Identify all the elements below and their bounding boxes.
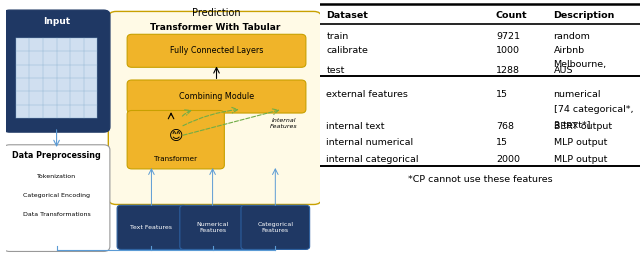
Text: Melbourne,: Melbourne, [554,60,607,69]
FancyBboxPatch shape [241,205,310,249]
Text: [74 categorical*,: [74 categorical*, [554,105,633,114]
Text: internal categorical: internal categorical [326,155,419,164]
Text: Numerical
Features: Numerical Features [196,222,228,233]
FancyBboxPatch shape [117,205,186,249]
Text: 768: 768 [496,122,514,131]
Text: train: train [326,32,349,41]
Text: Combining Module: Combining Module [179,92,254,101]
Text: Dataset: Dataset [326,11,368,20]
Text: Internal
Features: Internal Features [270,118,298,129]
Text: 15: 15 [496,90,508,99]
FancyBboxPatch shape [180,205,245,249]
Text: numerical: numerical [554,90,601,99]
FancyBboxPatch shape [127,34,306,67]
Text: 😊: 😊 [168,129,183,143]
Text: *CP cannot use these features: *CP cannot use these features [408,175,552,184]
Text: 1288: 1288 [496,66,520,75]
Text: BERT output: BERT output [554,122,612,131]
Text: internal numerical: internal numerical [326,138,413,147]
Text: Categorical Encoding: Categorical Encoding [23,193,90,198]
FancyBboxPatch shape [3,145,110,251]
FancyBboxPatch shape [127,80,306,113]
Text: Transformer: Transformer [154,156,197,162]
Text: Tokenization: Tokenization [37,174,76,179]
Text: calibrate: calibrate [326,46,368,55]
Text: Fully Connected Layers: Fully Connected Layers [170,46,263,55]
Text: Count: Count [496,11,527,20]
Text: Airbnb: Airbnb [554,46,585,55]
FancyBboxPatch shape [127,110,225,169]
Text: random: random [554,32,591,41]
Text: MLP output: MLP output [554,155,607,164]
Text: test: test [326,66,345,75]
Text: Text Features: Text Features [131,225,172,230]
Text: Data Transformations: Data Transformations [22,212,90,217]
Text: 3 text*]: 3 text*] [554,120,590,129]
Text: AUS: AUS [554,66,573,75]
Text: Categorical
Features: Categorical Features [257,222,293,233]
Text: 2000: 2000 [496,155,520,164]
Text: MLP output: MLP output [554,138,607,147]
Text: external features: external features [326,90,408,99]
Text: 15: 15 [496,138,508,147]
Text: Transformer With Tabular: Transformer With Tabular [150,23,280,32]
Text: 9721: 9721 [496,32,520,41]
FancyBboxPatch shape [108,11,321,204]
FancyBboxPatch shape [3,10,110,132]
Text: Prediction: Prediction [192,8,241,18]
FancyBboxPatch shape [16,38,97,118]
Text: Data Preprocessing: Data Preprocessing [12,151,101,160]
Text: internal text: internal text [326,122,385,131]
Text: 1000: 1000 [496,46,520,55]
Text: Description: Description [554,11,615,20]
Text: Input: Input [43,17,70,25]
